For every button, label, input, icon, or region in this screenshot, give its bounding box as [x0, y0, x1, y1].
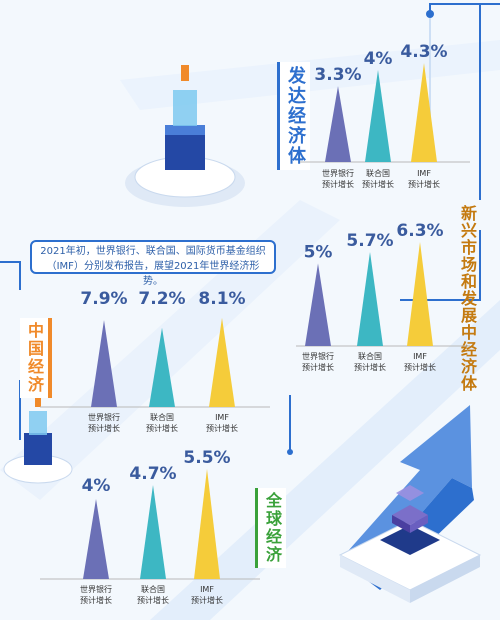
value-label: 4.3% [400, 42, 447, 62]
cone-bar-1 [149, 327, 175, 407]
category-label: 预计增长 [302, 362, 334, 372]
category-label: 联合国 [358, 351, 382, 361]
cone-bar-1 [140, 485, 166, 579]
value-label: 4.7% [129, 464, 176, 484]
category-label: 预计增长 [88, 423, 120, 433]
cone-bar-2 [209, 317, 235, 407]
cone-bar-0 [305, 263, 331, 346]
value-label: 5.7% [346, 231, 393, 251]
category-label: 预计增长 [191, 595, 223, 605]
category-label: 世界银行 [80, 584, 112, 594]
intro-note: 2021年初，世界银行、联合国、国际货币基金组织（IMF）分别发布报告，展望20… [30, 240, 276, 287]
value-label: 7.2% [138, 289, 185, 309]
category-label: 预计增长 [206, 423, 238, 433]
category-label: 世界银行 [322, 168, 354, 178]
cone-bar-2 [407, 242, 433, 346]
category-label: 联合国 [366, 168, 390, 178]
developed-economies-title: 发达经济体 [277, 62, 310, 170]
value-label: 5% [304, 243, 333, 263]
category-label: 预计增长 [408, 179, 440, 189]
value-label: 7.9% [80, 289, 127, 309]
cone-bar-1 [365, 70, 391, 162]
category-label: 预计增长 [146, 423, 178, 433]
category-label: IMF [413, 352, 427, 361]
cone-bar-0 [325, 86, 351, 162]
cone-bar-2 [194, 469, 220, 579]
value-label: 8.1% [198, 289, 245, 309]
category-label: 预计增长 [362, 179, 394, 189]
category-label: IMF [215, 413, 229, 422]
category-label: IMF [200, 585, 214, 594]
global-economy-title: 全球经济 [255, 488, 286, 568]
category-label: 世界银行 [88, 412, 120, 422]
cone-bar-0 [83, 499, 109, 579]
cone-bar-1 [357, 251, 383, 346]
emerging-economies-title: 新兴市场和发展中经济体 [458, 205, 477, 392]
category-label: 预计增长 [137, 595, 169, 605]
category-label: 世界银行 [302, 351, 334, 361]
category-label: 联合国 [141, 584, 165, 594]
category-label: 预计增长 [354, 362, 386, 372]
cone-bar-2 [411, 63, 437, 162]
category-label: 预计增长 [322, 179, 354, 189]
value-label: 6.3% [396, 221, 443, 241]
cone-bar-0 [91, 320, 117, 407]
value-label: 4% [364, 49, 393, 69]
value-label: 5.5% [183, 448, 230, 468]
china-economy-title: 中国经济 [20, 318, 52, 398]
category-label: IMF [417, 169, 431, 178]
category-label: 预计增长 [80, 595, 112, 605]
category-label: 预计增长 [404, 362, 436, 372]
value-label: 4% [82, 476, 111, 496]
value-label: 3.3% [314, 65, 361, 85]
category-label: 联合国 [150, 412, 174, 422]
